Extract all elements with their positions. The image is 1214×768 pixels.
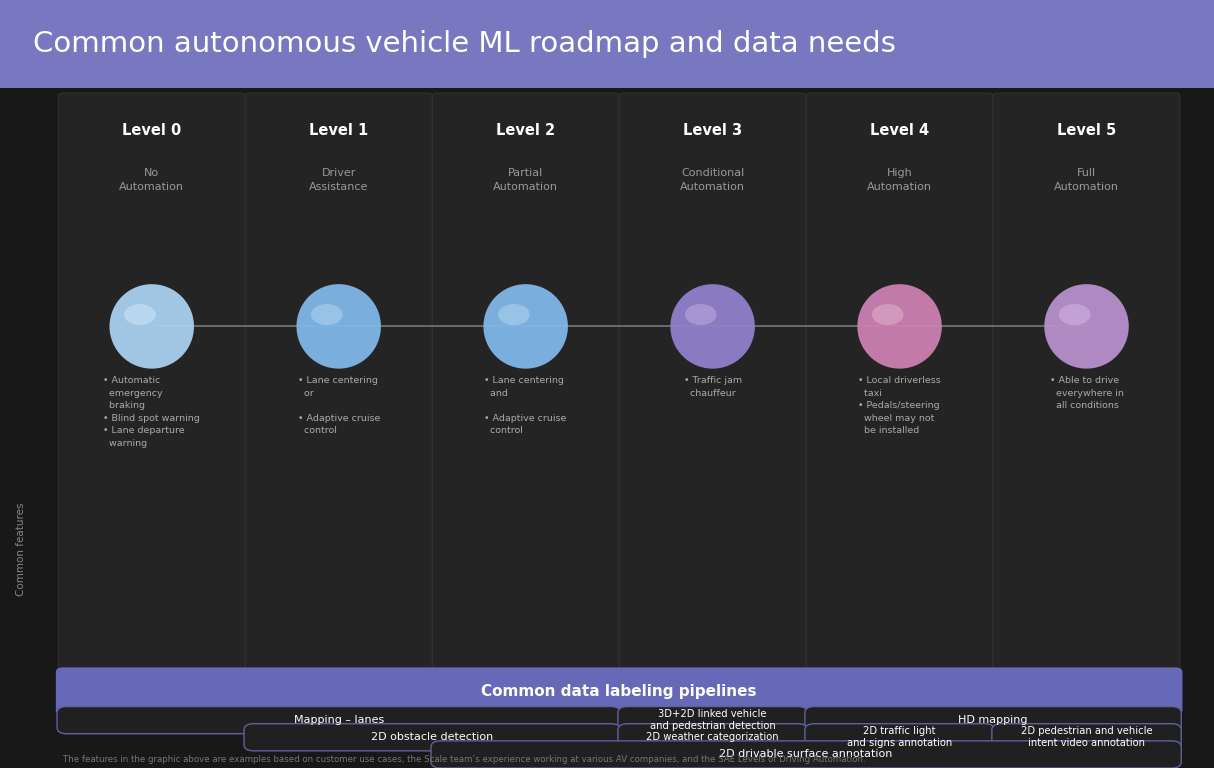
- Text: Common autonomous vehicle ML roadmap and data needs: Common autonomous vehicle ML roadmap and…: [33, 30, 896, 58]
- Text: Level 5: Level 5: [1057, 123, 1116, 138]
- FancyBboxPatch shape: [618, 707, 807, 733]
- Text: 2D weather categorization: 2D weather categorization: [646, 732, 779, 743]
- FancyBboxPatch shape: [618, 723, 807, 751]
- Text: Level 0: Level 0: [123, 123, 181, 138]
- Ellipse shape: [109, 284, 194, 369]
- Ellipse shape: [670, 284, 755, 369]
- Text: • Traffic jam
  chauffeur: • Traffic jam chauffeur: [683, 376, 742, 398]
- FancyBboxPatch shape: [58, 93, 245, 671]
- FancyBboxPatch shape: [806, 93, 993, 671]
- Text: The features in the graphic above are examples based on customer use cases, the : The features in the graphic above are ex…: [63, 755, 866, 764]
- Text: Level 3: Level 3: [683, 123, 742, 138]
- Ellipse shape: [311, 304, 342, 325]
- Ellipse shape: [296, 284, 381, 369]
- FancyBboxPatch shape: [57, 707, 620, 733]
- Text: Partial
Automation: Partial Automation: [493, 168, 558, 193]
- Text: 2D pedestrian and vehicle
intent video annotation: 2D pedestrian and vehicle intent video a…: [1021, 726, 1152, 749]
- Ellipse shape: [685, 304, 716, 325]
- FancyBboxPatch shape: [432, 93, 619, 671]
- Text: Level 4: Level 4: [870, 123, 929, 138]
- Text: Common data labeling pipelines: Common data labeling pipelines: [482, 684, 756, 699]
- Ellipse shape: [872, 304, 903, 325]
- Bar: [0, 0, 1214, 88]
- Text: • Lane centering
  or

• Adaptive cruise
  control: • Lane centering or • Adaptive cruise co…: [297, 376, 380, 435]
- Ellipse shape: [498, 304, 529, 325]
- Text: HD mapping: HD mapping: [958, 715, 1028, 725]
- Ellipse shape: [1044, 284, 1129, 369]
- FancyBboxPatch shape: [993, 93, 1180, 671]
- FancyBboxPatch shape: [56, 667, 1182, 715]
- Text: 3D+2D linked vehicle
and pedestrian detection: 3D+2D linked vehicle and pedestrian dete…: [649, 709, 776, 731]
- FancyBboxPatch shape: [431, 741, 1181, 768]
- Text: • Local driverless
  taxi
• Pedals/steering
  wheel may not
  be installed: • Local driverless taxi • Pedals/steerin…: [858, 376, 941, 435]
- Text: Level 2: Level 2: [497, 123, 555, 138]
- Text: Full
Automation: Full Automation: [1054, 168, 1119, 193]
- FancyBboxPatch shape: [805, 723, 994, 751]
- Text: High
Automation: High Automation: [867, 168, 932, 193]
- FancyBboxPatch shape: [244, 723, 620, 751]
- FancyBboxPatch shape: [805, 707, 1181, 733]
- Text: Mapping – lanes: Mapping – lanes: [294, 715, 384, 725]
- Text: No
Automation: No Automation: [119, 168, 185, 193]
- Text: • Automatic
  emergency
  braking
• Blind spot warning
• Lane departure
  warnin: • Automatic emergency braking • Blind sp…: [103, 376, 200, 448]
- Ellipse shape: [124, 304, 155, 325]
- FancyBboxPatch shape: [245, 93, 432, 671]
- FancyBboxPatch shape: [619, 93, 806, 671]
- Text: 2D traffic light
and signs annotation: 2D traffic light and signs annotation: [847, 726, 952, 749]
- Text: • Able to drive
  everywhere in
  all conditions: • Able to drive everywhere in all condit…: [1050, 376, 1123, 410]
- Ellipse shape: [483, 284, 568, 369]
- Text: Common features: Common features: [16, 502, 25, 596]
- FancyBboxPatch shape: [992, 723, 1181, 751]
- Text: Driver
Assistance: Driver Assistance: [310, 168, 368, 193]
- Text: Conditional
Automation: Conditional Automation: [680, 168, 745, 193]
- Ellipse shape: [857, 284, 942, 369]
- Text: 2D drivable surface annotation: 2D drivable surface annotation: [720, 750, 892, 760]
- Text: Level 1: Level 1: [310, 123, 368, 138]
- Text: • Lane centering
  and

• Adaptive cruise
  control: • Lane centering and • Adaptive cruise c…: [484, 376, 567, 435]
- Text: 2D obstacle detection: 2D obstacle detection: [371, 732, 493, 743]
- Ellipse shape: [1059, 304, 1090, 325]
